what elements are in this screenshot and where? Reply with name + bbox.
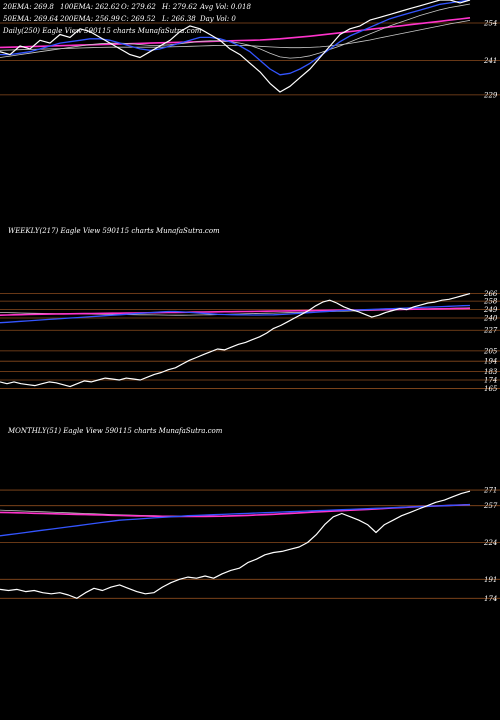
daily-header-low: L: 266.38 (161, 15, 196, 23)
daily-header-open: O: 279.62 (121, 3, 156, 11)
daily-y-ticks: 254 241 229 (483, 20, 498, 100)
daily-header-avgvol: Avg Vol: 0.018 (199, 3, 251, 11)
daily-series-group (0, 0, 471, 93)
weekly-panel: WEEKLY(217) Eagle View 590115 charts Mun… (0, 227, 500, 393)
weekly-series-line-1 (0, 304, 471, 324)
monthly-series-group (0, 490, 471, 599)
monthly-panel: MONTHLY(51) Eagle View 590115 charts Mun… (0, 427, 500, 603)
daily-y-tick-label: 229 (483, 91, 498, 99)
daily-header-dayvol: Day Vol: 0 (199, 15, 236, 23)
weekly-y-tick-label: 174 (484, 376, 497, 384)
monthly-panel-title: MONTHLY(51) Eagle View 590115 charts Mun… (7, 427, 223, 435)
daily-header-50ema: 50EMA: 269.64 (3, 15, 58, 23)
daily-header-20ema: 20EMA: 269.8 (2, 3, 54, 11)
monthly-y-tick-label: 271 (483, 487, 497, 495)
weekly-series-line-0 (0, 293, 471, 388)
daily-series-line-1 (0, 0, 471, 76)
daily-header-close: C: 269.52 (121, 15, 156, 23)
weekly-y-tick-label: 258 (483, 298, 498, 306)
daily-series-line-0 (0, 0, 471, 93)
monthly-y-ticks: 271 257 224 191 174 (483, 487, 498, 603)
monthly-series-line-0 (0, 490, 471, 599)
weekly-y-tick-label: 165 (484, 385, 498, 393)
monthly-y-tick-label: 257 (483, 502, 498, 510)
monthly-series-line-1 (0, 504, 471, 537)
daily-series-line-3 (0, 20, 471, 51)
weekly-series-line-2 (0, 307, 471, 316)
monthly-gridlines (0, 489, 500, 599)
monthly-y-tick-label: 174 (484, 595, 497, 603)
weekly-series-group (0, 293, 471, 388)
daily-header-200ema: 200EMA: 256.99 (59, 15, 120, 23)
daily-gridlines (0, 22, 500, 96)
weekly-y-tick-label: 240 (483, 315, 498, 323)
daily-header-100ema: 100EMA: 262.62 (60, 3, 120, 11)
weekly-y-tick-label: 266 (483, 290, 498, 298)
daily-panel: 20EMA: 269.8 100EMA: 262.62 O: 279.62 H:… (0, 0, 500, 99)
daily-header-high: H: 279.62 (161, 3, 198, 11)
weekly-gridlines (0, 293, 500, 389)
monthly-y-tick-label: 224 (483, 539, 497, 547)
weekly-panel-title: WEEKLY(217) Eagle View 590115 charts Mun… (8, 227, 220, 235)
daily-header: 20EMA: 269.8 100EMA: 262.62 O: 279.62 H:… (2, 3, 251, 35)
weekly-y-tick-label: 194 (484, 358, 497, 366)
monthly-y-tick-label: 191 (484, 576, 497, 584)
daily-y-tick-label: 254 (483, 20, 497, 28)
daily-series-line-4 (0, 17, 471, 49)
weekly-y-tick-label: 227 (483, 327, 498, 335)
daily-panel-title: Daily(250) Eagle View 590115 charts Muna… (2, 27, 202, 35)
daily-series-line-2 (0, 3, 471, 59)
daily-y-tick-label: 241 (483, 57, 497, 65)
weekly-y-tick-label: 183 (484, 368, 498, 376)
weekly-y-tick-label: 205 (483, 347, 498, 355)
weekly-y-tick-label: 249 (483, 306, 498, 314)
